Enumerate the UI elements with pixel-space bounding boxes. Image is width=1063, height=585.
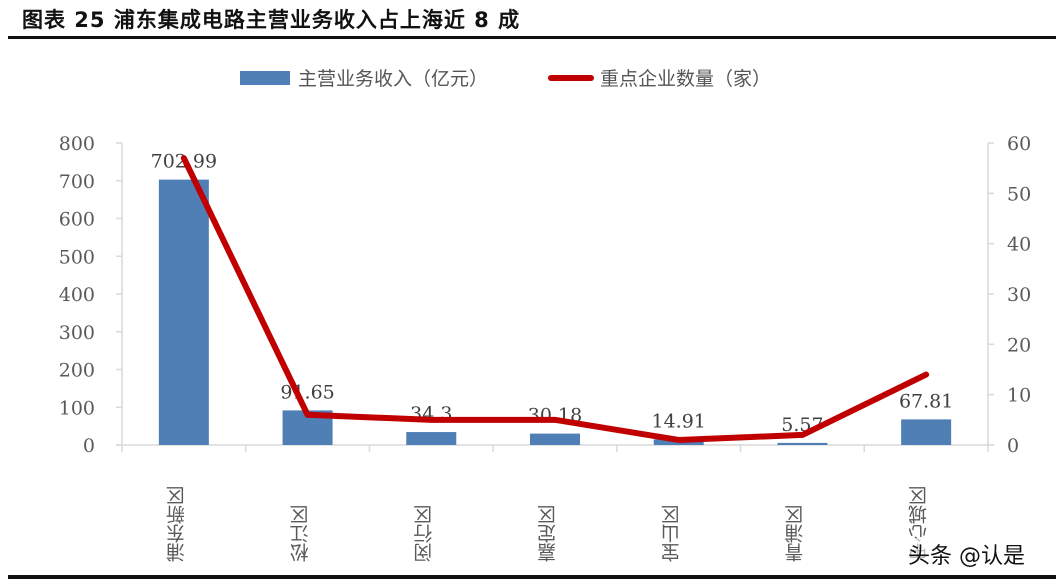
left-tick-label: 600 [59,209,95,231]
figure-title: 图表 25 浦东集成电路主营业务收入占上海近 8 成 [22,8,521,32]
left-tick-label: 300 [59,322,95,344]
enterprise-count-line [180,155,930,443]
bottom-rule [8,575,1056,579]
right-tick-label: 50 [1007,183,1031,205]
bar [406,432,457,445]
category-label: 松江区 [290,505,312,562]
chart-legend: 主营业务收入（亿元） 重点企业数量（家） [240,64,771,91]
top-rule [8,36,1056,39]
category-label: 浦东新区 [166,486,188,562]
left-tick-label: 800 [59,133,95,155]
category-label: 青浦区 [784,505,806,562]
legend-bar-label: 主营业务收入（亿元） [298,68,489,90]
left-tick-label: 0 [83,435,95,457]
left-tick-label: 400 [59,284,95,306]
right-tick-label: 0 [1007,435,1019,457]
legend-line-swatch [548,74,595,81]
right-tick-label: 40 [1007,234,1031,256]
bar-value-label: 91.65 [280,381,334,403]
right-tick-label: 60 [1007,133,1031,155]
bar [530,433,580,445]
bar [777,442,828,445]
legend-line-label: 重点企业数量（家） [600,68,772,90]
category-label: 闵行区 [413,505,435,562]
bar-value-label: 67.81 [899,390,953,412]
right-tick-label: 20 [1007,334,1031,356]
right-tick-label: 30 [1007,284,1031,306]
category-label: 嘉定区 [537,505,559,562]
right-tick-label: 10 [1007,385,1031,407]
left-tick-label: 200 [59,360,95,382]
left-tick-label: 500 [59,246,95,268]
category-label: 宝山区 [661,505,683,562]
left-tick-label: 700 [59,171,95,193]
legend-bar-swatch [240,70,290,85]
left-tick-label: 100 [59,397,95,419]
watermark: 头条 @认是 [906,538,1027,570]
bar [901,419,952,445]
bar-value-label: 14.91 [652,410,706,432]
bar [158,179,209,445]
